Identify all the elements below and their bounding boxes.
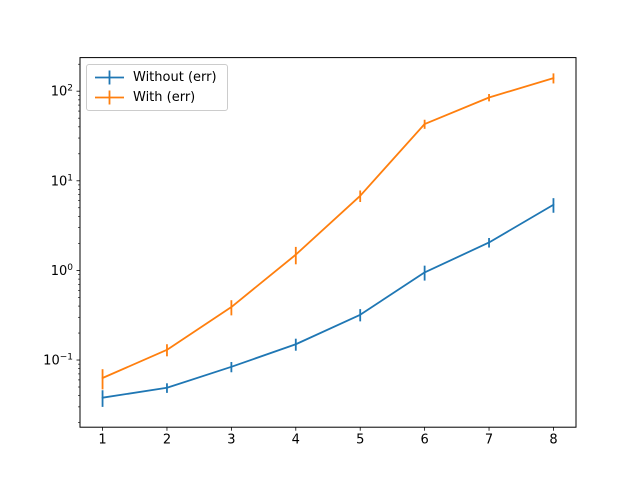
legend-item-with: With (err)	[94, 89, 217, 106]
x-tick-label: 8	[549, 433, 557, 448]
y-tick-label: 100	[51, 263, 74, 279]
legend-item-without: Without (err)	[94, 69, 217, 86]
y-tick-label: 101	[51, 173, 73, 189]
series-line-1	[101, 77, 555, 379]
errorbar-sample-icon	[95, 70, 124, 85]
x-tick-label: 5	[356, 433, 364, 448]
x-tick-label: 1	[98, 433, 106, 448]
x-tick-label: 6	[420, 433, 428, 448]
x-tick-label: 7	[485, 433, 493, 448]
legend: Without (err) With (err)	[86, 64, 228, 111]
x-tick-label: 4	[292, 433, 300, 448]
y-tick-label: 10−1	[43, 353, 73, 369]
plot-frame	[79, 57, 577, 428]
x-tick-label: 2	[163, 433, 171, 448]
errorbar-sample-icon	[95, 90, 124, 105]
legend-label-without: Without (err)	[133, 70, 217, 85]
x-tick-label: 3	[227, 433, 235, 448]
legend-label-with: With (err)	[133, 90, 196, 105]
y-tick-label: 102	[51, 84, 73, 100]
series-line-0	[101, 203, 555, 399]
